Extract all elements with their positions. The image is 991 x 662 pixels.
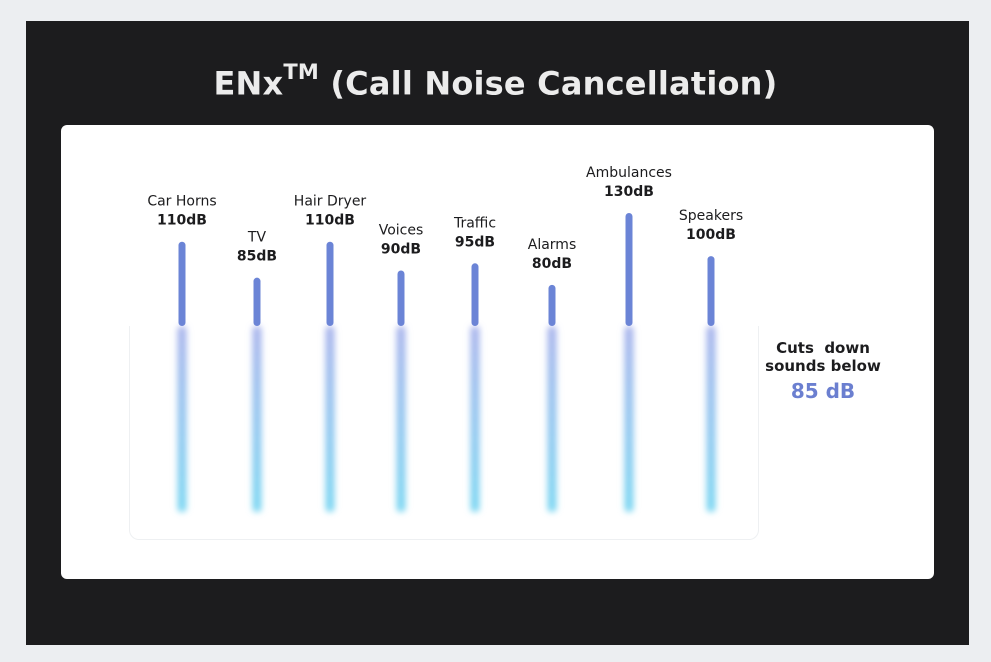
bar-glow-ambulances [624,326,634,512]
bar-label-hair-dryer: Hair Dryer [294,194,367,210]
bar-value-voices: 90dB [381,241,421,257]
bar-label-car-horns: Car Horns [147,194,216,210]
bar-glow-hair-dryer [325,326,335,512]
bar-speakers [707,256,715,326]
bar-value-tv: 85dB [237,249,277,265]
bar-value-car-horns: 110dB [157,213,207,229]
bar-glow-tv [252,326,262,512]
chart-inner-panel [129,326,759,540]
bar-value-hair-dryer: 110dB [305,213,355,229]
note-line-2: sounds below [765,357,881,375]
note-line-1: Cuts down [776,339,870,357]
bar-hair-dryer [326,241,334,326]
threshold-note: Cuts down sounds below 85 dB [758,339,888,403]
bar-label-speakers: Speakers [679,208,743,224]
bar-value-traffic: 95dB [455,234,495,250]
bar-traffic [471,263,479,326]
bar-glow-traffic [470,326,480,512]
title-suffix: (Call Noise Cancellation) [319,64,778,103]
bar-label-tv: TV [247,230,267,246]
bar-glow-voices [396,326,406,512]
note-threshold-value: 85 dB [790,379,856,403]
bar-label-ambulances: Ambulances [586,165,672,181]
bar-value-ambulances: 130dB [604,184,654,200]
bar-glow-car-horns [177,326,187,512]
bar-label-traffic: Traffic [453,215,496,231]
title-text: ENx [213,64,284,103]
bar-value-speakers: 100dB [686,227,736,243]
page-title: ENxTM (Call Noise Cancellation) [0,56,991,104]
bar-car-horns [178,241,186,326]
bar-glow-speakers [706,326,716,512]
bar-ambulances [625,213,633,326]
title-superscript: TM [283,60,320,84]
bar-value-alarms: 80dB [532,256,572,272]
bar-voices [397,270,405,326]
bar-label-voices: Voices [379,222,424,238]
bar-label-alarms: Alarms [528,237,577,253]
bar-alarms [548,284,556,326]
bar-glow-alarms [547,326,557,512]
bar-tv [253,277,261,326]
